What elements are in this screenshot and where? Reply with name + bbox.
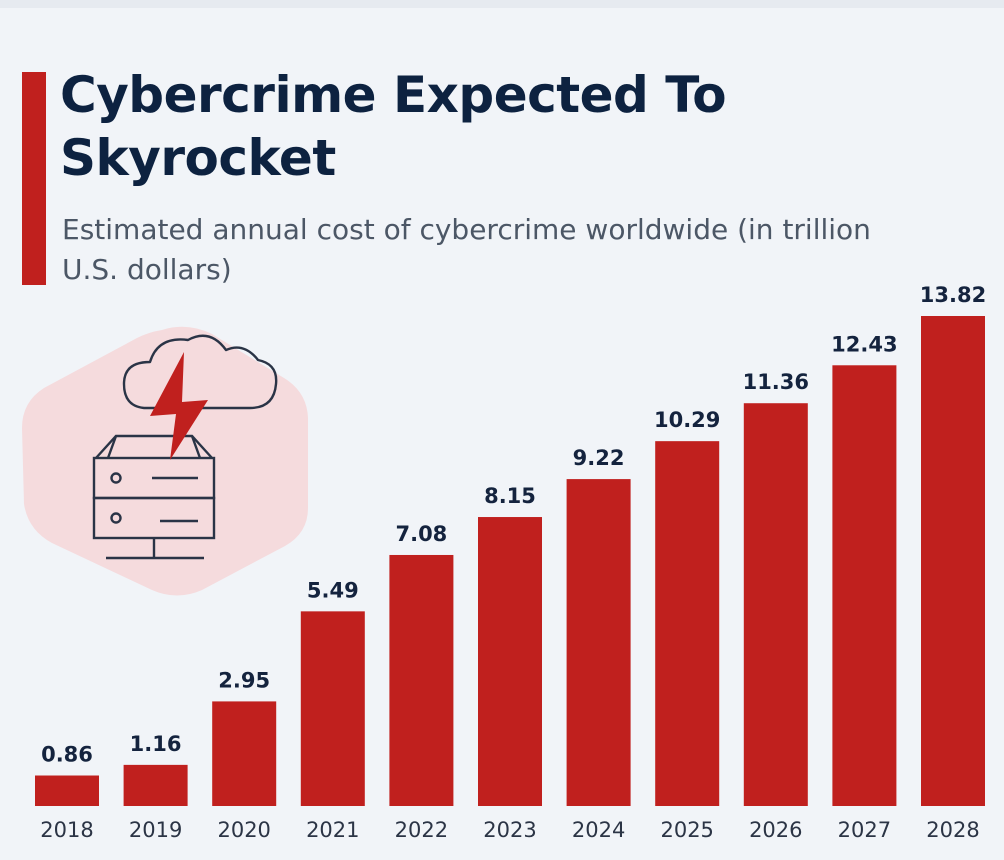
server-box [92,434,216,560]
chart-title: Cybercrime Expected To Skyrocket [60,66,727,187]
value-label-2022: 7.08 [395,522,447,546]
x-tick-label-2024: 2024 [572,818,625,842]
value-label-2028: 13.82 [920,283,986,307]
x-tick-label-2018: 2018 [40,818,93,842]
cloud-shape [122,334,278,410]
x-tick-label-2021: 2021 [306,818,359,842]
bar-2022 [389,554,454,806]
value-label-2018: 0.86 [41,743,93,767]
bar-2027 [832,365,897,806]
bar-2020 [212,701,277,806]
value-label-2021: 5.49 [307,578,359,602]
cloud-server-lightning-icon [22,326,308,596]
x-tick-label-2022: 2022 [395,818,448,842]
x-tick-label-2019: 2019 [129,818,182,842]
value-label-2019: 1.16 [130,732,182,756]
x-tick-label-2026: 2026 [749,818,802,842]
x-tick-label-2025: 2025 [660,818,713,842]
bar-2023 [478,517,542,806]
bar-2021 [300,611,365,806]
top-divider [0,0,1004,8]
x-tick-label-2028: 2028 [926,818,979,842]
bar-2025 [655,441,720,806]
bar-2019 [123,764,188,806]
value-label-2026: 11.36 [743,370,809,394]
bar-2024 [566,479,631,806]
x-tick-label-2020: 2020 [217,818,270,842]
value-label-2020: 2.95 [218,668,270,692]
title-accent-bar [22,72,46,285]
bar-2026 [743,403,808,806]
bar-2018 [35,775,99,806]
x-tick-label-2023: 2023 [483,818,536,842]
x-tick-label-2027: 2027 [838,818,891,842]
value-label-2025: 10.29 [654,408,720,432]
value-label-2024: 9.22 [573,446,625,470]
value-label-2027: 12.43 [831,332,897,356]
bar-2028 [921,316,985,806]
lightning-bolt-icon [150,352,208,460]
chart-subtitle: Estimated annual cost of cybercrime worl… [62,213,871,286]
value-label-2023: 8.15 [484,484,536,508]
